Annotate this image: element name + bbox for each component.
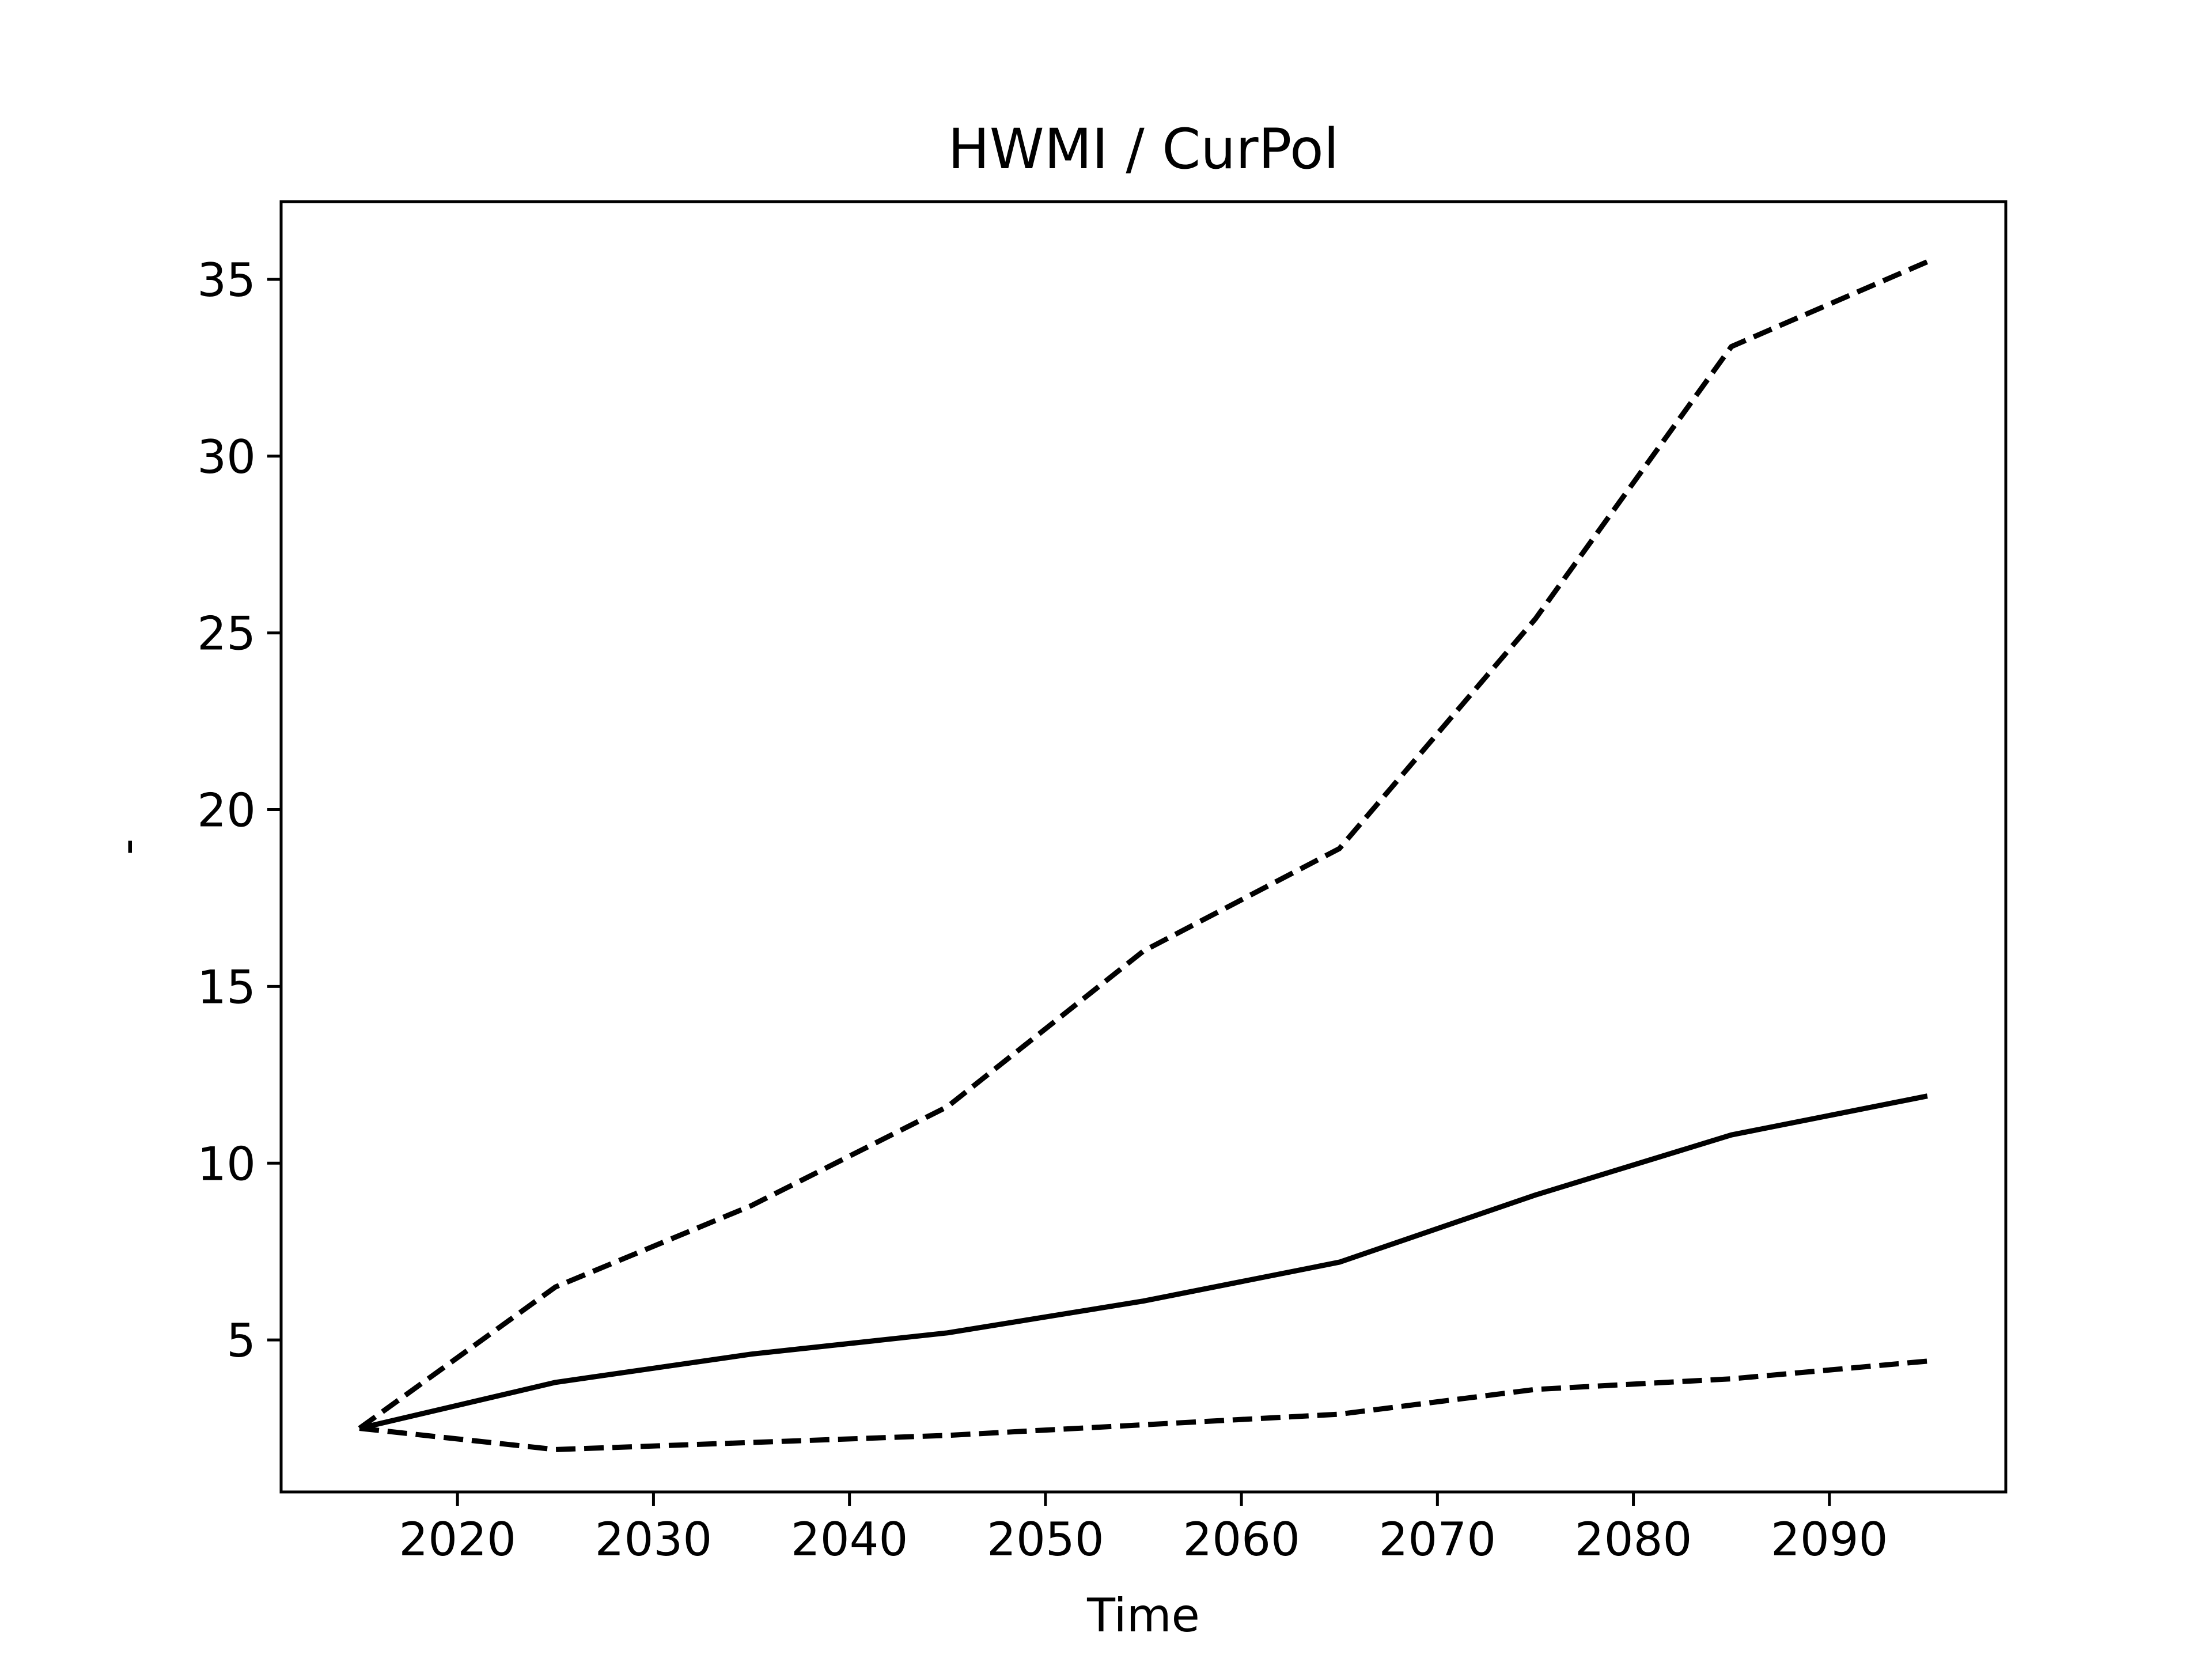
x-tick-label: 2080 [1575,1513,1692,1566]
y-axis-label: - [100,839,154,855]
y-tick-label: 20 [197,784,256,838]
chart-title: HWMI / CurPol [948,117,1339,181]
x-tick-label: 2050 [987,1513,1104,1566]
y-tick-label: 35 [197,253,256,307]
x-tick-label: 2020 [399,1513,516,1566]
x-tick-label: 2060 [1183,1513,1300,1566]
y-tick-label: 10 [197,1137,256,1191]
series-line-2 [358,259,1929,1431]
series-line-1 [359,1093,1928,1431]
y-tick-label: 25 [197,607,256,661]
y-tick-label: 5 [226,1314,256,1368]
series-group [358,259,1929,1452]
x-tick-label: 2030 [595,1513,713,1566]
axis-ticks: 2020 2030 2040 2050 2060 2070 2080 2090 5 10 15 20 2… [197,253,1888,1566]
x-axis-label: Time [1086,1589,1200,1642]
plot-frame [279,200,2008,1494]
y-tick-label: 30 [197,430,256,484]
x-tick-label: 2040 [791,1513,908,1566]
x-tick-label: 2090 [1771,1513,1888,1566]
x-tick-label: 2070 [1379,1513,1497,1566]
series-line-3 [359,1358,1928,1452]
y-tick-label: 15 [197,960,256,1014]
